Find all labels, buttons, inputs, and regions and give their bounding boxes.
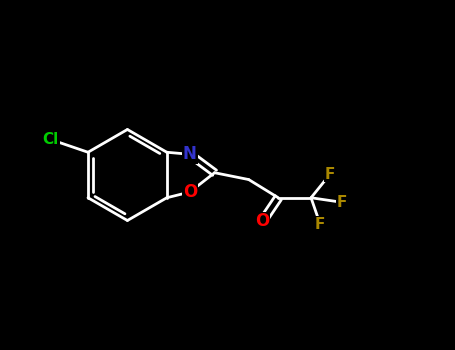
Text: F: F (325, 167, 335, 182)
Text: O: O (182, 183, 197, 201)
Text: F: F (315, 217, 325, 232)
Text: O: O (255, 212, 269, 230)
Text: Cl: Cl (43, 132, 59, 147)
Text: N: N (183, 145, 197, 163)
Text: F: F (337, 195, 347, 210)
